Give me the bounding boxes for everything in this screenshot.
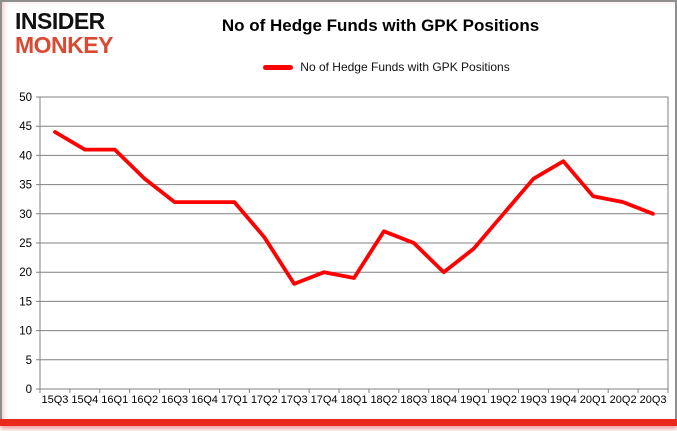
bottom-accent-bar — [0, 419, 677, 426]
x-axis-label: 17Q1 — [221, 394, 248, 406]
x-axis-label: 18Q2 — [370, 394, 397, 406]
x-axis-label: 17Q3 — [281, 394, 308, 406]
legend: No of Hedge Funds with GPK Positions — [2, 60, 677, 74]
series-line — [53, 130, 655, 286]
x-axis-label: 18Q3 — [400, 394, 427, 406]
x-axis-label: 16Q3 — [161, 394, 188, 406]
y-axis-label: 25 — [19, 238, 32, 250]
y-axis-label: 50 — [19, 92, 32, 104]
y-axis-label: 15 — [19, 296, 32, 308]
x-axis-label: 15Q4 — [71, 394, 98, 406]
x-axis-label: 17Q4 — [311, 394, 338, 406]
y-axis-label: 35 — [19, 180, 32, 192]
x-axis-label: 20Q3 — [640, 394, 667, 406]
x-axis-label: 19Q4 — [550, 394, 577, 406]
y-axis-label: 5 — [26, 355, 32, 367]
x-axis-label: 20Q1 — [580, 394, 607, 406]
y-axis-label: 30 — [19, 209, 32, 221]
y-axis-label: 10 — [19, 326, 32, 338]
x-axis-label: 18Q1 — [341, 394, 368, 406]
legend-label: No of Hedge Funds with GPK Positions — [300, 60, 510, 74]
insider-monkey-logo: INSIDER MONKEY — [15, 9, 113, 57]
x-axis-label: 20Q2 — [610, 394, 637, 406]
legend-line-swatch-icon — [263, 64, 294, 70]
x-axis-label: 16Q4 — [191, 394, 218, 406]
chart-title: No of Hedge Funds with GPK Positions — [221, 16, 540, 35]
x-axis-label: 19Q1 — [460, 394, 487, 406]
y-axis-label: 40 — [19, 150, 32, 162]
y-axis-label: 20 — [19, 267, 32, 279]
x-axis-label: 18Q4 — [430, 394, 457, 406]
x-axis-label: 19Q2 — [490, 394, 517, 406]
plot-border — [39, 96, 669, 390]
y-axis-label: 45 — [19, 121, 32, 133]
logo-line-monkey: MONKEY — [15, 32, 113, 58]
x-axis-label: 16Q1 — [101, 394, 128, 406]
y-axis-label: 0 — [26, 384, 32, 396]
x-axis-label: 17Q2 — [251, 394, 278, 406]
logo-line-insider: INSIDER — [15, 8, 105, 34]
x-axis-label: 15Q3 — [41, 394, 68, 406]
line-chart: 0 5 10 15 20 25 30 35 40 45 50 15Q3 15Q4 16Q1 16Q2 16Q3… — [19, 92, 669, 406]
x-axis-label: 19Q3 — [520, 394, 547, 406]
x-axis-label: 16Q2 — [131, 394, 158, 406]
